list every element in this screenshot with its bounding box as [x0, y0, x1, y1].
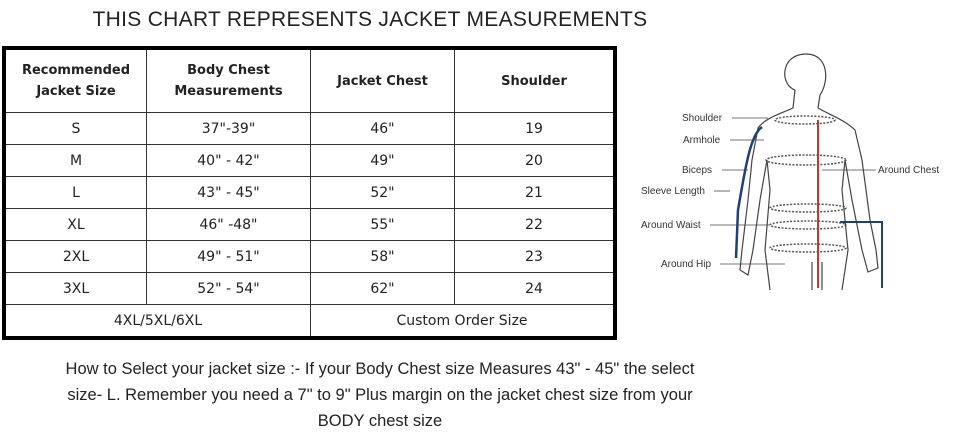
cell-body-chest: 49" - 51": [146, 240, 311, 273]
label-armhole: Armhole: [683, 135, 721, 146]
cell-shoulder: 22: [454, 208, 616, 241]
header-recommended-size: Recommended Jacket Size: [3, 47, 147, 113]
label-pointers: [710, 117, 876, 265]
table-row: 2XL 49" - 51" 58" 23: [3, 240, 616, 273]
cell-jacket-chest: 55": [310, 208, 455, 241]
cell-size: 2XL: [3, 240, 147, 273]
cell-size: M: [3, 144, 147, 177]
cell-body-chest: 46" -48": [146, 208, 311, 241]
header-jacket-chest: Jacket Chest: [310, 47, 455, 113]
label-around-hip: Around Hip: [661, 259, 711, 270]
cell-jacket-chest: 49": [310, 144, 455, 177]
table-row: S 37"-39" 46" 19: [3, 112, 616, 145]
cell-size: L: [3, 176, 147, 209]
header-text: Body Chest: [187, 63, 270, 78]
header-body-chest: Body Chest Measurements: [146, 47, 311, 113]
jacket-length-line: [840, 221, 883, 288]
cell-size: 3XL: [3, 272, 147, 305]
label-around-chest: Around Chest: [878, 165, 939, 176]
table-row: L 43" - 45" 52" 21: [3, 176, 616, 209]
label-biceps: Biceps: [682, 165, 712, 176]
table-row: XL 46" -48" 55" 22: [3, 208, 616, 241]
size-chart-table: Recommended Jacket Size Body Chest Measure…: [2, 46, 617, 340]
table-row: 3XL 52" - 54" 62" 24: [3, 272, 616, 305]
cell-jacket-chest: 58": [310, 240, 455, 273]
body-outline: [739, 53, 879, 291]
table-header-row: Recommended Jacket Size Body Chest Measure…: [3, 47, 616, 113]
cell-shoulder: 19: [454, 112, 616, 145]
label-sleeve-length: Sleeve Length: [641, 186, 705, 197]
header-text: Recommended: [21, 63, 131, 78]
cell-shoulder: 21: [454, 176, 616, 209]
note-line: How to Select your jacket size :- If you…: [65, 360, 695, 378]
table-footer-row: 4XL/5XL/6XL Custom Order Size: [3, 304, 616, 339]
cell-shoulder: 24: [454, 272, 616, 305]
cell-size: XL: [3, 208, 147, 241]
measurement-dashes: [765, 115, 847, 253]
footer-sizes: 4XL/5XL/6XL: [3, 304, 311, 339]
cell-body-chest: 37"-39": [146, 112, 311, 145]
cell-jacket-chest: 52": [310, 176, 455, 209]
table-row: M 40" - 42" 49" 20: [3, 144, 616, 177]
cell-body-chest: 40" - 42": [146, 144, 311, 177]
cell-jacket-chest: 62": [310, 272, 455, 305]
body-measurement-diagram: Shoulder Armhole Biceps Sleeve Length Ar…: [641, 53, 939, 291]
cell-size: S: [3, 112, 147, 145]
size-selection-note: How to Select your jacket size :- If you…: [0, 356, 760, 434]
sleeve-length-line: [734, 125, 763, 259]
note-line: BODY chest size: [317, 412, 443, 430]
page-title: THIS CHART REPRESENTS JACKET MEASUREMENT…: [92, 8, 648, 31]
note-line: size- L. Remember you need a 7" to 9" Pl…: [67, 386, 693, 404]
header-shoulder: Shoulder: [454, 47, 616, 113]
header-text: Measurements: [174, 84, 283, 99]
cell-shoulder: 23: [454, 240, 616, 273]
cell-body-chest: 52" - 54": [146, 272, 311, 305]
header-text: Jacket Size: [36, 84, 116, 99]
label-around-waist: Around Waist: [641, 220, 701, 231]
footer-custom-order: Custom Order Size: [310, 304, 616, 339]
cell-shoulder: 20: [454, 144, 616, 177]
label-shoulder: Shoulder: [682, 113, 723, 124]
cell-jacket-chest: 46": [310, 112, 455, 145]
cell-body-chest: 43" - 45": [146, 176, 311, 209]
